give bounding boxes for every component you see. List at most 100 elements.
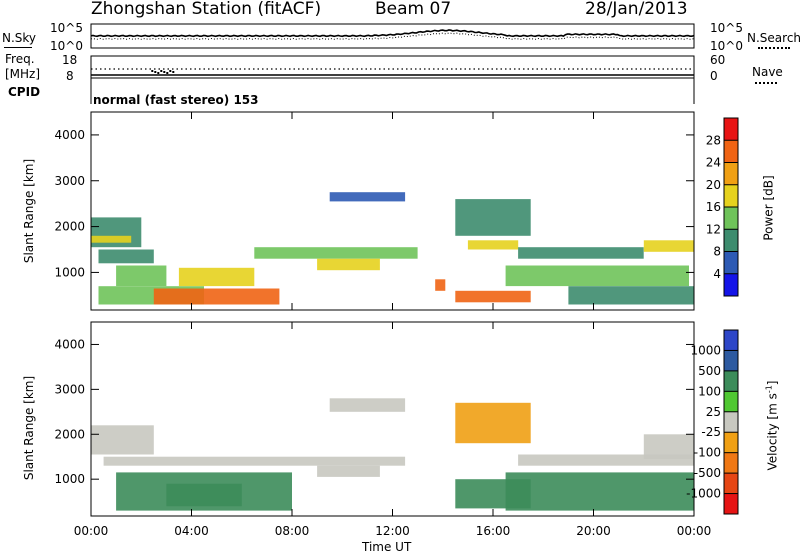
power-region [643,240,695,252]
power-region [254,247,418,259]
power-colorbar-cell [724,162,738,185]
x-tick-label: 16:00 [476,524,511,538]
power-region [455,290,531,303]
velocity-colorbar-frame [723,329,739,515]
x-tick-label: 20:00 [576,524,611,538]
nave-marker [160,70,163,72]
freq-tick-high: 18 [62,53,78,67]
power-region [317,258,380,271]
power-region [91,235,132,243]
nave-marker [157,72,160,74]
velocity-colorbar-cell [724,432,738,453]
x-tick-label: 04:00 [174,524,209,538]
nave-marker [172,71,175,73]
velocity-colorbar-tick-label: -25 [701,425,721,439]
velocity-colorbar-tick-label: -500 [694,466,721,480]
power-colorbar-cell [724,207,738,230]
velocity-ytick-label: 1000 [54,472,85,486]
freq-panel-frame [90,55,695,79]
nave-dotted-line [755,82,777,84]
x-tick-label: 08:00 [275,524,310,538]
velocity-colorbar-cell [724,411,738,433]
power-colorbar-cell [724,184,738,208]
power-colorbar-cell [724,118,738,141]
nave-tick-low: 0 [710,69,718,83]
power-region [116,265,167,287]
power-colorbar-tick-label: 12 [706,222,721,236]
velocity-region [166,483,242,507]
nsearch-dotted-line [758,47,790,49]
velocity-region [329,398,406,412]
noise-tick-right-high: 10^5 [710,21,743,35]
freq-units-label: [MHz] [5,67,41,81]
velocity-colorbar-cell [724,493,738,514]
power-colorbar-cell [724,229,738,252]
velocity-colorbar-tick-label: -100 [694,446,721,460]
power-region [153,288,280,305]
date-title: 28/Jan/2013 [585,0,688,19]
velocity-region [455,402,531,444]
x-tick-label: 00:00 [677,524,712,538]
velocity-region [91,425,154,455]
power-colorbar-cell [724,273,738,297]
noise-tick-right-low: 10^0 [710,39,743,53]
velocity-region [317,465,380,477]
nave-label: Nave [752,65,783,79]
velocity-colorbar-tick-label: 25 [706,405,721,419]
velocity-colorbar-tick-label: -1000 [686,487,721,501]
nave-marker [169,70,172,72]
nave-marker [163,71,166,73]
power-region [455,199,531,236]
power-region [435,279,446,291]
velocity-colorbar-cell [724,452,738,474]
velocity-region [103,456,406,466]
power-region [98,249,154,264]
power-ytick-label: 4000 [54,128,85,142]
power-colorbar-tick-label: 20 [706,178,721,192]
nsky-series-line [90,29,695,38]
noise-tick-left-low: 10^0 [50,39,83,53]
x-tick-label: 00:00 [74,524,109,538]
nsearch-label: N.Search [747,31,800,45]
power-region [178,267,255,287]
velocity-colorbar-cell [724,350,738,371]
power-colorbar-cell [724,140,738,163]
velocity-region [518,454,694,466]
power-region [505,265,689,287]
power-ytick-label: 1000 [54,265,85,279]
nsky-label: N.Sky [2,31,37,45]
nave-tick-high: 60 [710,53,726,67]
power-colorbar-tick-label: 8 [713,245,721,259]
power-ytick-label: 3000 [54,174,85,188]
cpid-label: CPID [8,85,41,99]
velocity-colorbar-tick-label: 1000 [690,343,721,357]
nave-marker [151,70,154,72]
nsky-underline [4,47,32,48]
noise-tick-left-high: 10^5 [50,21,83,35]
x-tick-label: 12:00 [375,524,410,538]
nsearch-series-line [90,32,695,40]
velocity-ytick-label: 2000 [54,427,85,441]
velocity-region [643,434,695,459]
nave-marker [166,72,169,74]
velocity-colorbar-tick-label: 100 [698,384,721,398]
power-ytick-label: 2000 [54,220,85,234]
velocity-colorbar-cell [724,473,738,494]
power-region [518,247,644,259]
freq-label: Freq. [5,52,35,66]
velocity-region [505,472,694,511]
nave-marker [154,71,157,73]
velocity-ytick-label: 4000 [54,337,85,351]
velocity-ytick-label: 3000 [54,382,85,396]
power-region [568,286,694,305]
beam-title: Beam 07 [375,0,452,19]
station-title: Zhongshan Station (fitACF) [91,0,322,19]
power-region [467,240,519,250]
freq-tick-low: 8 [66,69,74,83]
power-colorbar-tick-label: 24 [706,156,721,170]
power-colorbar-cell [724,251,738,274]
velocity-colorbar-cell [724,391,738,412]
velocity-colorbar-tick-label: 500 [698,364,721,378]
power-colorbar-tick-label: 4 [713,267,721,281]
